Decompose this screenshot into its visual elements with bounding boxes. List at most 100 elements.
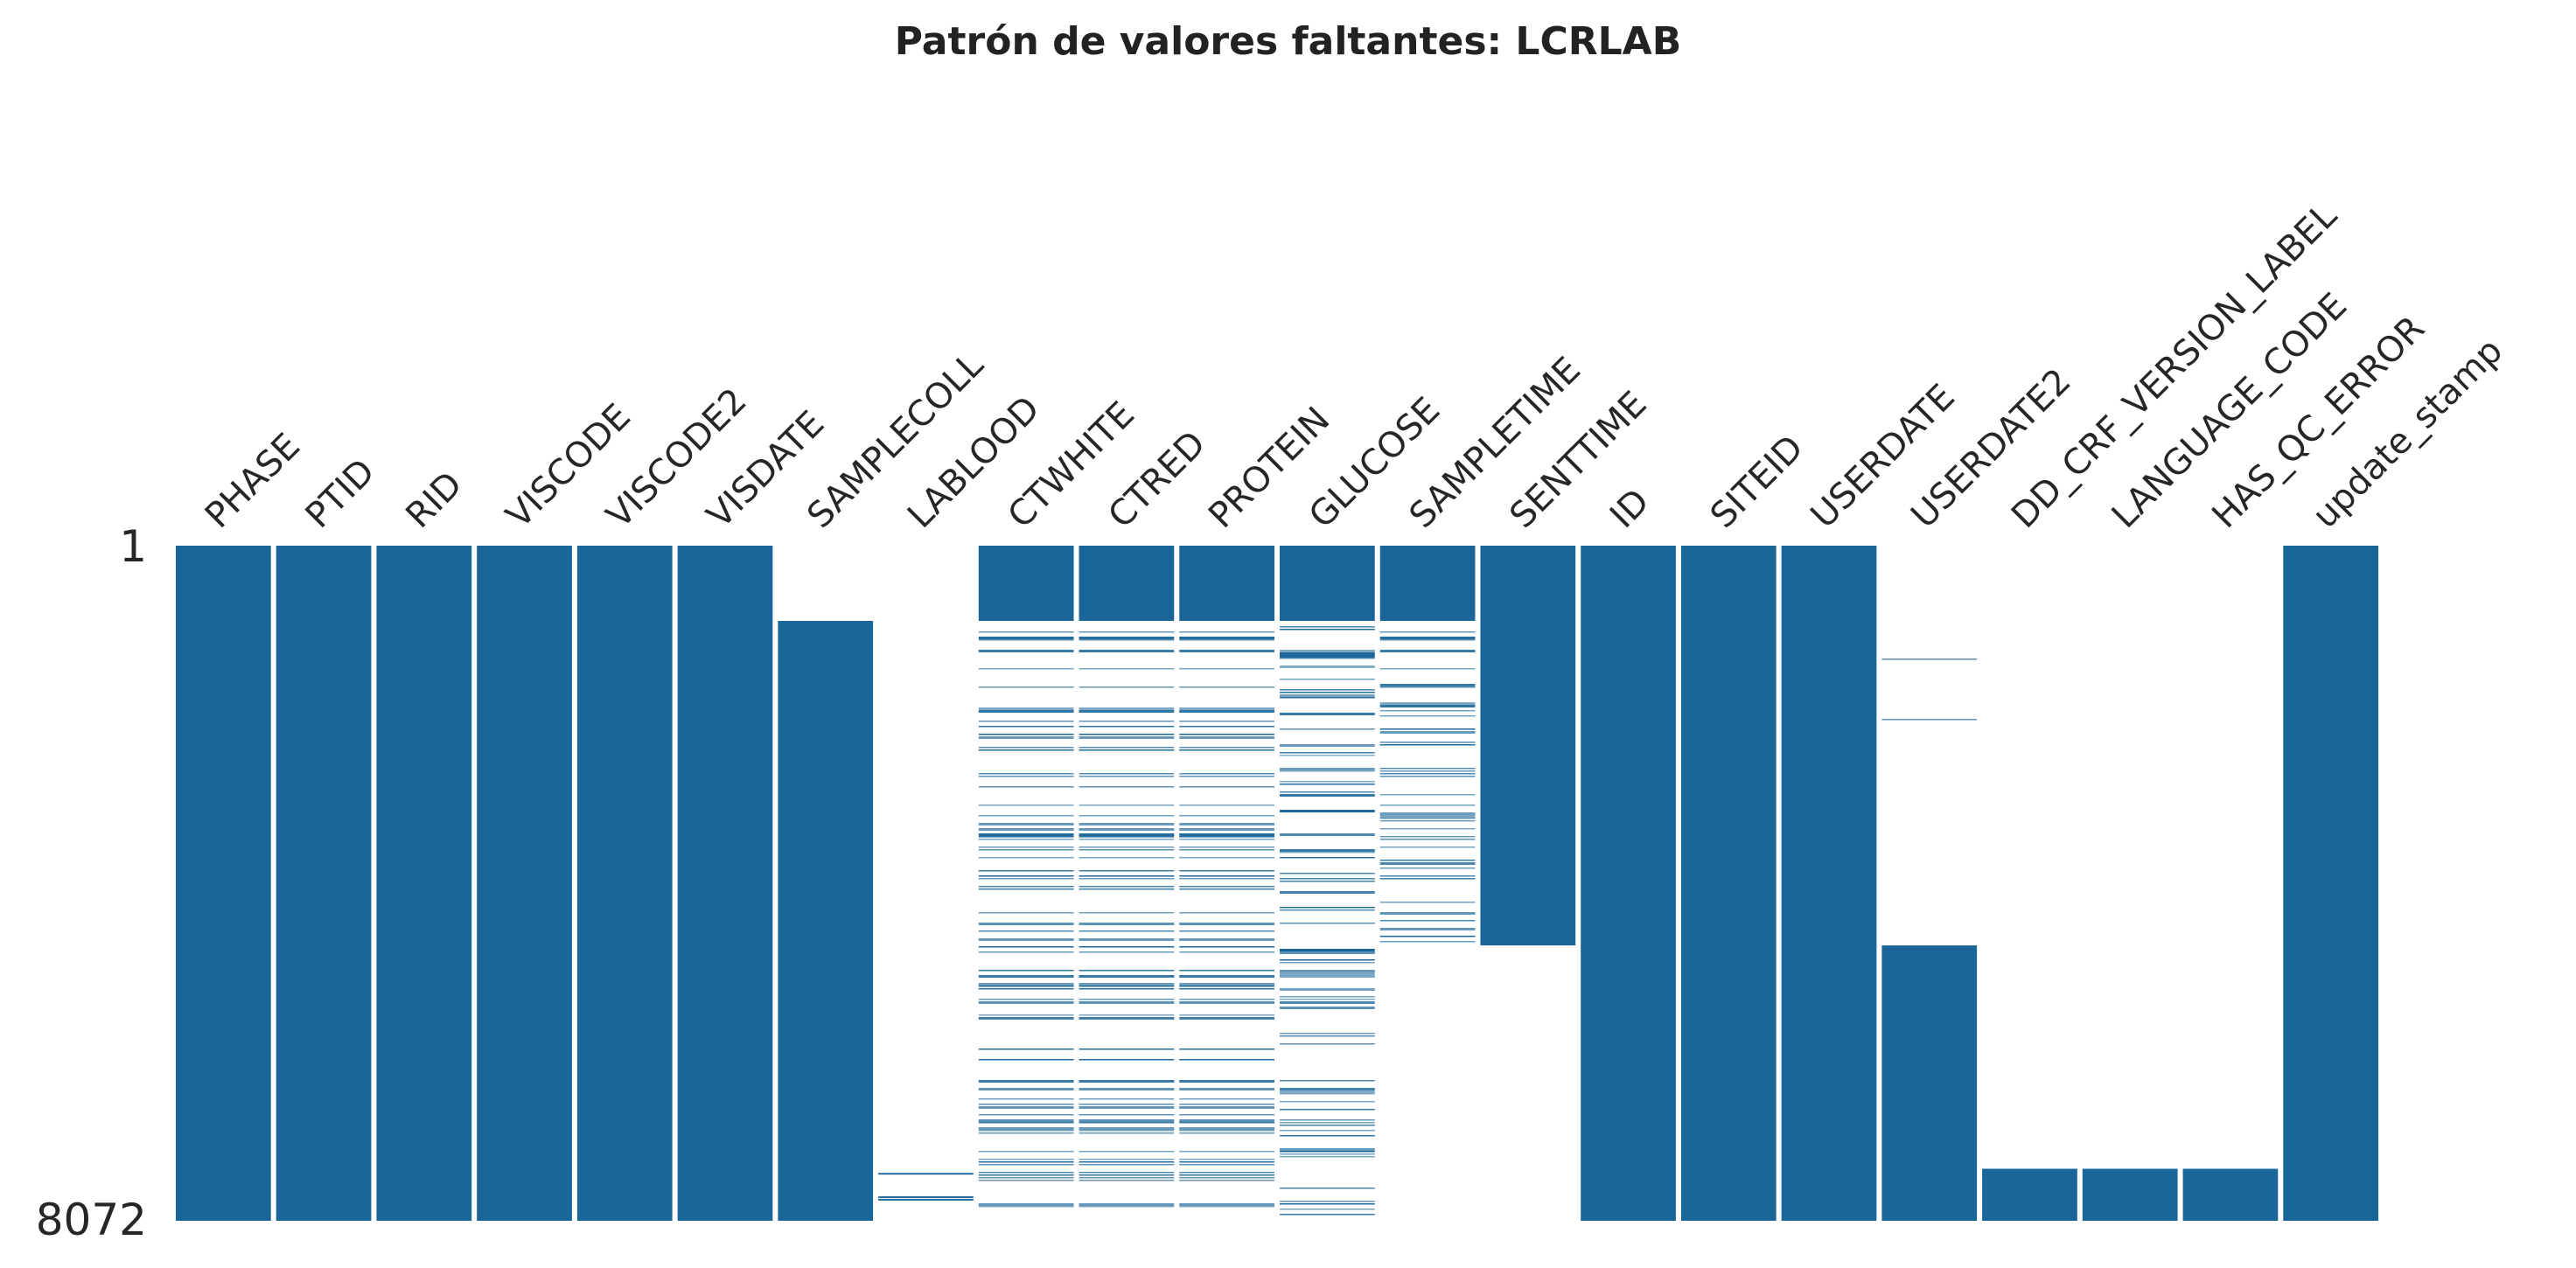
- present-line: [1079, 720, 1175, 722]
- present-line: [1179, 1202, 1274, 1206]
- present-line: [1280, 1108, 1375, 1111]
- present-line: [1179, 987, 1274, 990]
- present-block: [1680, 546, 1777, 1221]
- present-line: [1179, 1048, 1274, 1050]
- present-line: [1079, 1132, 1175, 1134]
- present-line: [1079, 749, 1175, 751]
- present-line: [1179, 846, 1274, 848]
- present-line: [978, 848, 1074, 851]
- present-line: [978, 686, 1074, 688]
- present-line: [1079, 822, 1175, 826]
- chart-title: Patrón de valores faltantes: LCRLAB: [894, 19, 1682, 64]
- present-block: [2082, 1168, 2178, 1221]
- present-line: [1079, 922, 1175, 925]
- present-line: [1881, 719, 1978, 721]
- present-line: [978, 1132, 1074, 1134]
- present-line: [1079, 686, 1175, 688]
- present-line: [978, 1150, 1074, 1153]
- present-line: [1079, 838, 1175, 840]
- column-lablood: [878, 1173, 974, 1201]
- present-line: [1379, 935, 1476, 937]
- present-line: [1280, 1118, 1375, 1121]
- present-block: [1982, 1168, 2077, 1221]
- present-line: [1379, 741, 1476, 743]
- present-block: [376, 546, 472, 1221]
- present-line: [1079, 874, 1175, 877]
- present-line: [1179, 709, 1274, 713]
- present-line: [1280, 654, 1375, 658]
- present-line: [1280, 1032, 1375, 1035]
- present-block: [1379, 546, 1476, 621]
- present-line: [978, 998, 1074, 1000]
- column-protein: [1179, 546, 1274, 1208]
- present-line: [1179, 945, 1274, 948]
- present-line: [1079, 1097, 1175, 1100]
- present-block: [1581, 546, 1676, 1221]
- present-line: [1079, 1087, 1175, 1090]
- present-line: [978, 631, 1074, 633]
- present-line: [1179, 1000, 1274, 1004]
- present-line: [1179, 1113, 1274, 1116]
- present-line: [978, 1158, 1074, 1160]
- present-line: [978, 725, 1074, 728]
- present-line: [1179, 1016, 1274, 1020]
- present-line: [1079, 987, 1175, 990]
- present-line: [978, 1171, 1074, 1174]
- present-line: [1379, 817, 1476, 819]
- present-line: [1179, 877, 1274, 880]
- present-line: [1280, 1090, 1375, 1093]
- present-line: [1379, 775, 1476, 777]
- present-line: [1280, 783, 1375, 785]
- present-line: [978, 1058, 1074, 1061]
- column-label: SAMPLETIME: [1402, 350, 1588, 536]
- present-block: [978, 546, 1074, 621]
- present-line: [1079, 1129, 1175, 1132]
- present-block: [1280, 546, 1375, 621]
- present-line: [1280, 728, 1375, 730]
- present-line: [1379, 714, 1476, 717]
- present-line: [978, 667, 1074, 670]
- present-line: [1280, 793, 1375, 797]
- present-line: [1179, 746, 1274, 749]
- present-line: [1280, 791, 1375, 793]
- present-line: [1280, 995, 1375, 998]
- present-block: [2283, 546, 2378, 1221]
- present-line: [1179, 638, 1274, 641]
- present-line: [978, 733, 1074, 735]
- matrix-columns: [176, 546, 2378, 1221]
- present-block: [1881, 945, 1978, 1221]
- present-line: [1280, 1079, 1375, 1082]
- present-line: [1280, 1124, 1375, 1126]
- present-line: [1179, 636, 1274, 639]
- present-line: [978, 1121, 1074, 1124]
- present-line: [1379, 767, 1476, 770]
- present-line: [1379, 835, 1476, 838]
- present-line: [978, 838, 1074, 840]
- present-block: [778, 620, 874, 1221]
- present-line: [1179, 869, 1274, 872]
- present-line: [1079, 772, 1175, 775]
- present-line: [1280, 872, 1375, 874]
- present-line: [978, 922, 1074, 925]
- present-line: [978, 888, 1074, 890]
- row-label-last: 8072: [36, 1195, 147, 1245]
- column-label: ID: [1602, 481, 1658, 536]
- present-line: [1280, 906, 1375, 909]
- present-line: [1379, 861, 1476, 865]
- present-line: [1379, 728, 1476, 730]
- present-line: [1179, 969, 1274, 972]
- present-line: [1179, 874, 1274, 877]
- present-line: [978, 827, 1074, 831]
- present-line: [978, 874, 1074, 877]
- present-line: [1079, 869, 1175, 872]
- present-line: [1280, 751, 1375, 754]
- present-line: [1179, 1118, 1274, 1122]
- present-line: [1179, 1129, 1274, 1132]
- present-line: [978, 869, 1074, 872]
- present-line: [1079, 775, 1175, 777]
- present-line: [1079, 1163, 1175, 1166]
- present-line: [1280, 628, 1375, 631]
- present-line: [1280, 678, 1375, 680]
- present-line: [1179, 785, 1274, 788]
- present-line: [978, 636, 1074, 639]
